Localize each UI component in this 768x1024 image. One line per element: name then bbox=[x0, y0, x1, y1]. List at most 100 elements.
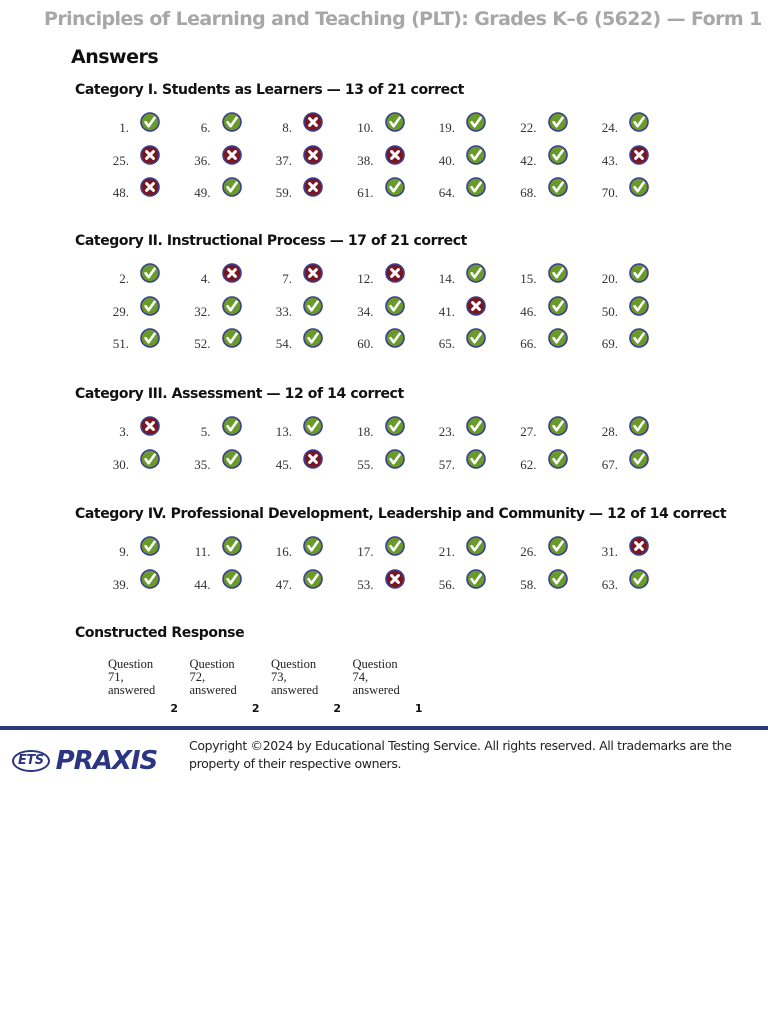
category-title: Category II. Instructional Process — 17 … bbox=[75, 233, 467, 249]
answer-item: 48. bbox=[75, 177, 160, 203]
answer-item: 14. bbox=[401, 263, 486, 289]
document-title: Principles of Learning and Teaching (PLT… bbox=[44, 8, 762, 30]
check-circle-icon bbox=[140, 448, 160, 469]
constructed-response-title: Constructed Response bbox=[75, 625, 245, 641]
question-number: 33. bbox=[275, 303, 292, 319]
check-circle-icon bbox=[221, 295, 242, 316]
x-circle-icon bbox=[629, 536, 649, 556]
check-circle-icon bbox=[140, 536, 160, 556]
question-number: 41. bbox=[438, 303, 455, 319]
question-number: 12. bbox=[357, 271, 374, 286]
answer-item: 30. bbox=[75, 448, 160, 475]
check-circle-icon bbox=[384, 112, 405, 132]
question-number: 22. bbox=[520, 120, 537, 135]
check-circle-icon bbox=[547, 416, 568, 436]
check-circle-icon bbox=[221, 536, 242, 556]
check-circle-icon bbox=[547, 263, 568, 283]
question-number: 59. bbox=[275, 185, 292, 200]
praxis-logo: ETS PRAXIS bbox=[12, 746, 158, 776]
question-number: 21. bbox=[438, 544, 455, 559]
question-number: 46. bbox=[520, 303, 537, 319]
check-circle-icon bbox=[629, 448, 649, 469]
cr-score: 2 bbox=[251, 702, 260, 715]
x-circle-icon bbox=[303, 263, 323, 283]
question-number: 19. bbox=[438, 120, 455, 135]
check-circle-icon bbox=[547, 568, 568, 589]
answer-item: 42. bbox=[483, 144, 568, 171]
check-circle-icon bbox=[384, 416, 405, 436]
question-number: 44. bbox=[194, 576, 211, 592]
cr-question-label: Question 73, answered bbox=[271, 657, 319, 697]
answer-item: 54. bbox=[238, 328, 323, 354]
question-number: 62. bbox=[520, 456, 537, 472]
constructed-response-item: Question 72, answered 2 bbox=[190, 658, 272, 720]
answer-item: 15. bbox=[483, 263, 568, 289]
answer-item: 36. bbox=[157, 144, 242, 171]
x-circle-icon bbox=[384, 568, 405, 589]
answer-item: 53. bbox=[320, 568, 405, 595]
answer-item: 41. bbox=[401, 295, 486, 322]
answer-row: 2. 4. 7. 12. 14. 15. 20. bbox=[75, 263, 755, 296]
answer-item: 23. bbox=[401, 416, 486, 442]
question-number: 10. bbox=[357, 120, 374, 135]
answers-heading: Answers bbox=[71, 46, 159, 68]
question-number: 70. bbox=[601, 185, 618, 200]
question-number: 9. bbox=[119, 544, 129, 559]
question-number: 7. bbox=[282, 271, 292, 286]
answer-item: 6. bbox=[157, 112, 242, 138]
answer-item: 49. bbox=[157, 177, 242, 203]
cr-question-label: Question 74, answered bbox=[352, 657, 400, 697]
check-circle-icon bbox=[466, 328, 486, 348]
answer-row: 25. 36. 37. 38. 40. 42. 43. bbox=[75, 144, 755, 178]
answer-item: 33. bbox=[238, 295, 323, 322]
answer-item: 37. bbox=[238, 144, 323, 171]
answer-item: 17. bbox=[320, 536, 405, 562]
answer-grid: 3. 5. 13. 18. 23. 27. 28. 30. 35. 45. 55. 57. 62. 67. bbox=[75, 416, 755, 481]
check-circle-icon bbox=[384, 295, 405, 316]
check-circle-icon bbox=[303, 568, 323, 589]
question-number: 13. bbox=[275, 424, 292, 439]
answer-item: 51. bbox=[75, 328, 160, 354]
question-number: 36. bbox=[194, 152, 211, 168]
category-title: Category I. Students as Learners — 13 of… bbox=[75, 82, 464, 98]
answer-item: 29. bbox=[75, 295, 160, 322]
answer-item: 24. bbox=[564, 112, 649, 138]
question-number: 38. bbox=[357, 152, 374, 168]
question-number: 20. bbox=[601, 271, 618, 286]
answer-item: 32. bbox=[157, 295, 242, 322]
question-number: 64. bbox=[438, 185, 455, 200]
question-number: 32. bbox=[194, 303, 211, 319]
check-circle-icon bbox=[466, 263, 486, 283]
check-circle-icon bbox=[547, 295, 568, 316]
question-number: 24. bbox=[601, 120, 618, 135]
answer-row: 51. 52. 54. 60. 65. 66. 69. bbox=[75, 328, 755, 361]
check-circle-icon bbox=[466, 416, 486, 436]
check-circle-icon bbox=[629, 112, 649, 132]
answer-item: 11. bbox=[157, 536, 242, 562]
check-circle-icon bbox=[221, 416, 242, 436]
check-circle-icon bbox=[140, 112, 160, 132]
question-number: 61. bbox=[357, 185, 374, 200]
x-circle-icon bbox=[629, 144, 649, 165]
answer-grid: 1. 6. 8. 10. 19. 22. 24. 25. 36. 37. 38. 40. 42. 43. 4… bbox=[75, 112, 755, 210]
question-number: 5. bbox=[200, 424, 211, 439]
answer-item: 62. bbox=[483, 448, 568, 475]
check-circle-icon bbox=[303, 416, 323, 436]
check-circle-icon bbox=[221, 328, 242, 348]
answer-row: 1. 6. 8. 10. 19. 22. 24. bbox=[75, 112, 755, 145]
check-circle-icon bbox=[303, 328, 323, 348]
question-number: 48. bbox=[112, 185, 129, 200]
answer-item: 47. bbox=[238, 568, 323, 595]
check-circle-icon bbox=[629, 263, 649, 283]
check-circle-icon bbox=[140, 263, 160, 283]
check-circle-icon bbox=[547, 144, 568, 165]
check-circle-icon bbox=[384, 177, 405, 197]
answer-item: 22. bbox=[483, 112, 568, 138]
question-number: 55. bbox=[357, 456, 374, 472]
answer-item: 2. bbox=[75, 263, 160, 289]
question-number: 3. bbox=[119, 424, 129, 439]
answer-item: 5. bbox=[157, 416, 242, 442]
check-circle-icon bbox=[384, 448, 405, 469]
question-number: 8. bbox=[282, 120, 292, 135]
answer-item: 26. bbox=[483, 536, 568, 562]
